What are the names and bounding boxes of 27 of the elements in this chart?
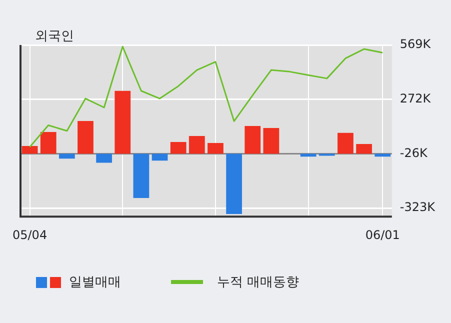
- x-tick-label: 06/01: [365, 228, 400, 242]
- legend-label: 누적 매매동향: [217, 274, 300, 291]
- bar: [356, 144, 372, 154]
- y-tick-label: -26K: [400, 146, 428, 160]
- bar: [226, 154, 242, 214]
- legend-label: 일별매매: [69, 274, 121, 291]
- bar: [374, 154, 391, 157]
- bar: [244, 126, 261, 154]
- bar: [263, 128, 280, 154]
- y-tick-label: 569K: [400, 37, 432, 52]
- y-tick-label: -323K: [400, 200, 436, 214]
- x-tick-label: 05/04: [12, 228, 48, 242]
- bar: [152, 154, 168, 161]
- bar: [170, 142, 186, 154]
- bar: [78, 121, 94, 154]
- bar: [58, 154, 75, 159]
- bar: [96, 154, 112, 163]
- bar: [22, 146, 38, 154]
- bar: [300, 154, 316, 157]
- bar: [40, 132, 56, 154]
- bar: [133, 154, 150, 198]
- bar: [338, 132, 354, 154]
- y-tick-label: 272K: [400, 91, 432, 106]
- bar: [208, 142, 224, 154]
- chart-title: 외국인: [35, 28, 74, 45]
- bar: [188, 136, 205, 154]
- bar: [114, 90, 131, 154]
